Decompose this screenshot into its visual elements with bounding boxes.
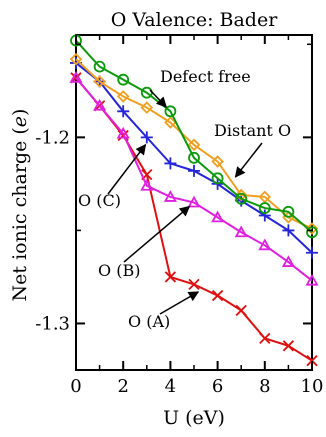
annotation-label: Defect free: [160, 67, 251, 86]
data-point-plus: [306, 246, 318, 259]
data-point-x: [306, 355, 318, 367]
data-point-x: [235, 304, 247, 317]
data-point-diamond: [234, 188, 248, 202]
annotation-arrow: [149, 89, 167, 108]
data-point-triangle: [281, 255, 295, 267]
data-point-diamond: [258, 190, 272, 204]
data-point-triangle: [258, 238, 272, 251]
data-point-circle: [93, 60, 106, 73]
data-point-x: [188, 278, 200, 291]
data-point-circle: [211, 172, 224, 185]
data-point-triangle: [140, 178, 154, 191]
y-axis-label-unit: e: [9, 116, 31, 127]
x-tick-label: 0: [70, 376, 81, 397]
y-tick-label: -1.3: [35, 313, 70, 334]
data-point-plus: [117, 105, 130, 118]
plot-area: Defect free Distant O O (C) O (B) O (A): [69, 34, 319, 371]
series-line: [75, 58, 313, 230]
data-point-diamond: [116, 90, 130, 103]
y-axis-label-text: Net ionic charge: [9, 141, 31, 302]
data-point-triangle: [234, 225, 248, 238]
x-tick-label: 2: [117, 376, 128, 397]
y-axis-label: Net ionic charge (e): [9, 109, 31, 302]
annotation-label: Distant O: [214, 121, 291, 140]
series-line: [75, 77, 313, 282]
data-point-diamond: [187, 138, 201, 152]
data-point-triangle: [163, 190, 177, 202]
data-point-circle: [306, 226, 318, 239]
data-point-diamond: [211, 155, 224, 168]
x-axis-label: U (eV): [163, 407, 225, 429]
data-point-triangle: [93, 98, 107, 111]
data-point-plus: [164, 157, 177, 170]
data-point-diamond: [164, 116, 177, 129]
data-point-x: [259, 332, 271, 344]
data-point-x: [164, 271, 177, 283]
annotation-layer: Defect free Distant O O (C) O (B) O (A): [78, 67, 291, 331]
series-defect-free: [70, 34, 318, 239]
annotation-arrow: [107, 143, 147, 195]
data-point-circle: [164, 105, 177, 118]
data-point-circle: [258, 202, 271, 214]
chart-title: O Valence: Bader: [111, 9, 279, 31]
annotation-arrow: [234, 142, 263, 178]
annotation-label: O (C): [78, 191, 121, 210]
y-tick-label: -1.2: [35, 127, 70, 148]
data-point-circle: [235, 192, 248, 205]
data-point-triangle: [69, 70, 83, 83]
annotation-arrow: [159, 291, 200, 315]
series-line: [75, 39, 313, 234]
x-tick-label: 6: [212, 376, 223, 397]
data-point-circle: [117, 73, 130, 86]
annotation-label: O (B): [98, 261, 140, 280]
x-tick-label: 10: [301, 376, 324, 397]
x-tick-label: 4: [165, 376, 176, 397]
series-o-b: [69, 70, 319, 286]
data-point-plus: [282, 224, 295, 237]
data-point-diamond: [93, 75, 106, 88]
data-point-triangle: [187, 195, 201, 208]
data-point-triangle: [305, 273, 319, 286]
data-point-triangle: [116, 126, 130, 139]
annotation-arrow: [123, 205, 191, 263]
data-point-plus: [258, 209, 271, 222]
data-point-diamond: [305, 222, 319, 235]
y-axis: -1.2 -1.3: [35, 43, 312, 334]
annotation-label: O (A): [128, 312, 170, 331]
data-point-triangle: [211, 210, 225, 223]
data-point-diamond: [69, 52, 83, 66]
x-tick-label: 8: [259, 376, 270, 397]
data-point-circle: [188, 151, 200, 164]
data-point-x: [211, 289, 224, 302]
series-layer: [69, 34, 319, 367]
data-point-diamond: [140, 101, 154, 114]
data-point-x: [282, 340, 295, 352]
data-point-circle: [282, 205, 295, 218]
data-point-plus: [188, 164, 200, 177]
data-point-plus: [140, 131, 153, 144]
x-axis: 0 2 4 6 8 10: [70, 35, 323, 397]
